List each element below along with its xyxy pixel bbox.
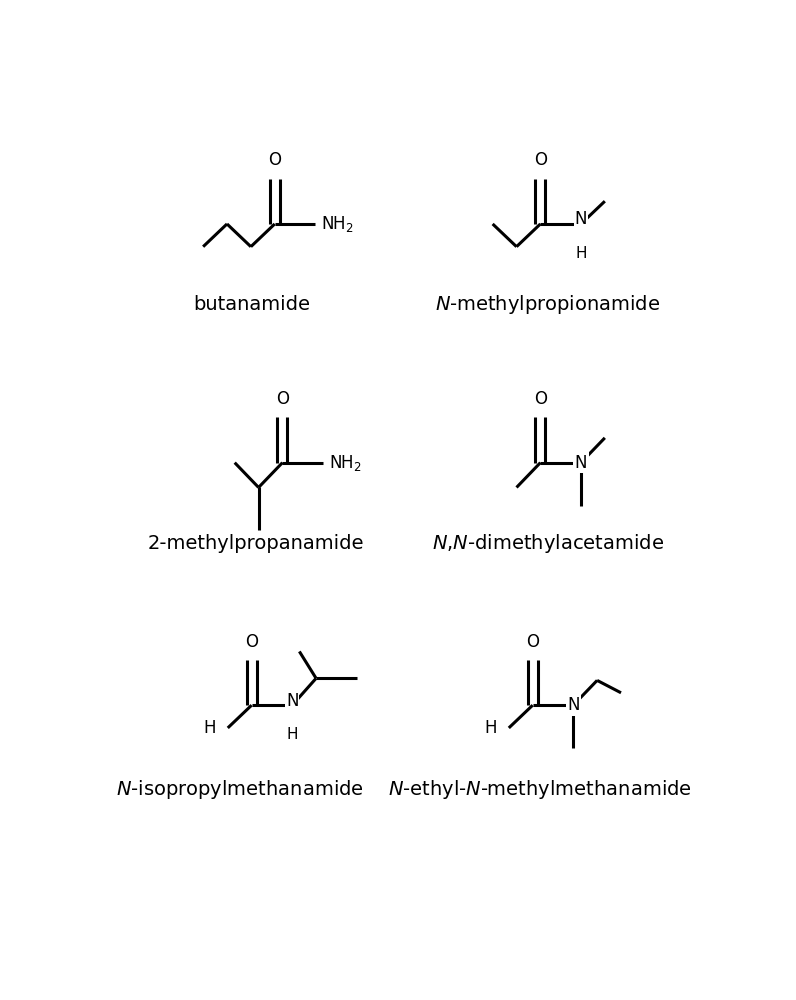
Text: O: O: [534, 151, 547, 169]
Text: $\it{N}$-isopropylmethanamide: $\it{N}$-isopropylmethanamide: [116, 778, 364, 801]
Text: 2-methylpropanamide: 2-methylpropanamide: [147, 534, 364, 553]
Text: O: O: [526, 633, 539, 651]
Text: N: N: [567, 696, 579, 714]
Text: $\it{N}$-methylpropionamide: $\it{N}$-methylpropionamide: [435, 293, 661, 316]
Text: O: O: [245, 633, 258, 651]
Text: H: H: [204, 719, 217, 737]
Text: H: H: [485, 719, 498, 737]
Text: O: O: [268, 151, 281, 169]
Text: H: H: [576, 246, 587, 261]
Text: N: N: [575, 454, 587, 472]
Text: NH$_2$: NH$_2$: [322, 214, 354, 234]
Text: O: O: [534, 390, 547, 408]
Text: $\it{N}$-ethyl-$\it{N}$-methylmethanamide: $\it{N}$-ethyl-$\it{N}$-methylmethanamid…: [388, 778, 693, 801]
Text: NH$_2$: NH$_2$: [330, 453, 362, 473]
Text: O: O: [276, 390, 289, 408]
Text: H: H: [287, 727, 298, 742]
Text: butanamide: butanamide: [193, 295, 310, 314]
Text: $\it{N}$,$\it{N}$-dimethylacetamide: $\it{N}$,$\it{N}$-dimethylacetamide: [432, 532, 664, 555]
Text: N: N: [575, 210, 587, 228]
Text: N: N: [286, 692, 298, 710]
